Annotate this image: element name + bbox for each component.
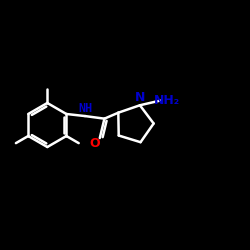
Text: NH: NH <box>78 102 92 115</box>
Text: NH₂: NH₂ <box>154 94 180 107</box>
Text: N: N <box>135 91 145 104</box>
Text: O: O <box>89 137 100 150</box>
